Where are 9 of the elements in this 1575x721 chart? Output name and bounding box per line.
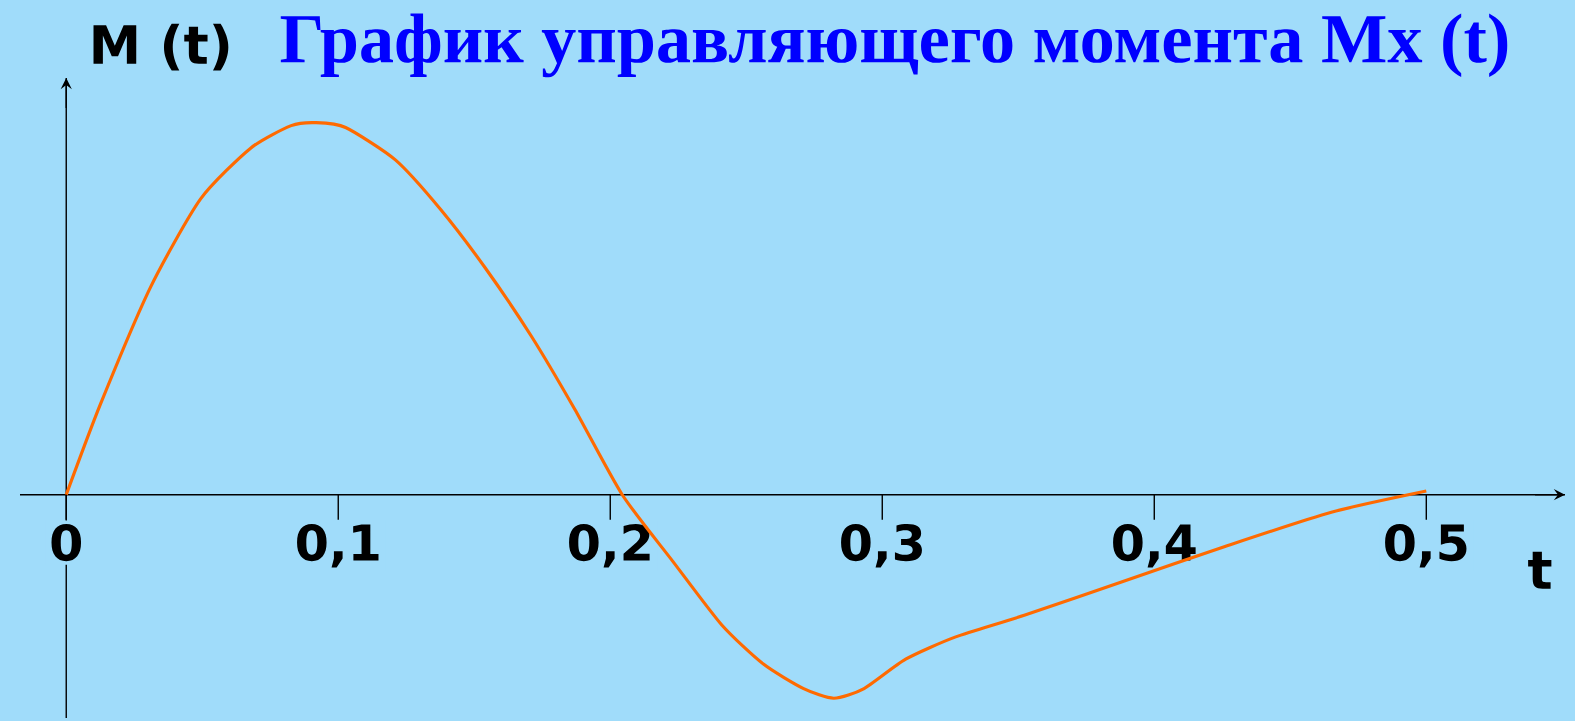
x-tick-label: 0,1 [297,523,379,568]
y-axis-title: M (t) [93,23,229,71]
x-tick-label: 0,4 [1113,523,1196,568]
x-tick-label: 0 [51,523,82,562]
x-tick-label: 0,3 [841,523,922,568]
x-axis-title: t [1528,551,1552,589]
x-tick-label: 0,5 [1385,523,1467,568]
x-tick-label: 0,2 [569,523,650,568]
chart-title: График управляющего момента Mx (t) [280,13,1508,78]
